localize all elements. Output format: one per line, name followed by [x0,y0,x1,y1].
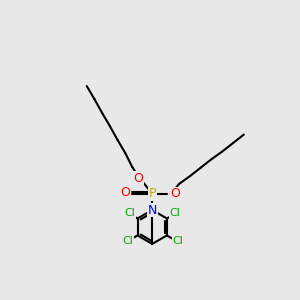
Text: Cl: Cl [123,236,134,246]
Text: Cl: Cl [124,208,135,218]
Text: P: P [148,187,156,200]
Text: O: O [120,186,130,199]
Text: Cl: Cl [169,208,180,218]
Text: Cl: Cl [172,236,183,246]
Text: O: O [170,187,180,200]
Text: O: O [134,172,143,185]
Text: N: N [148,203,157,217]
